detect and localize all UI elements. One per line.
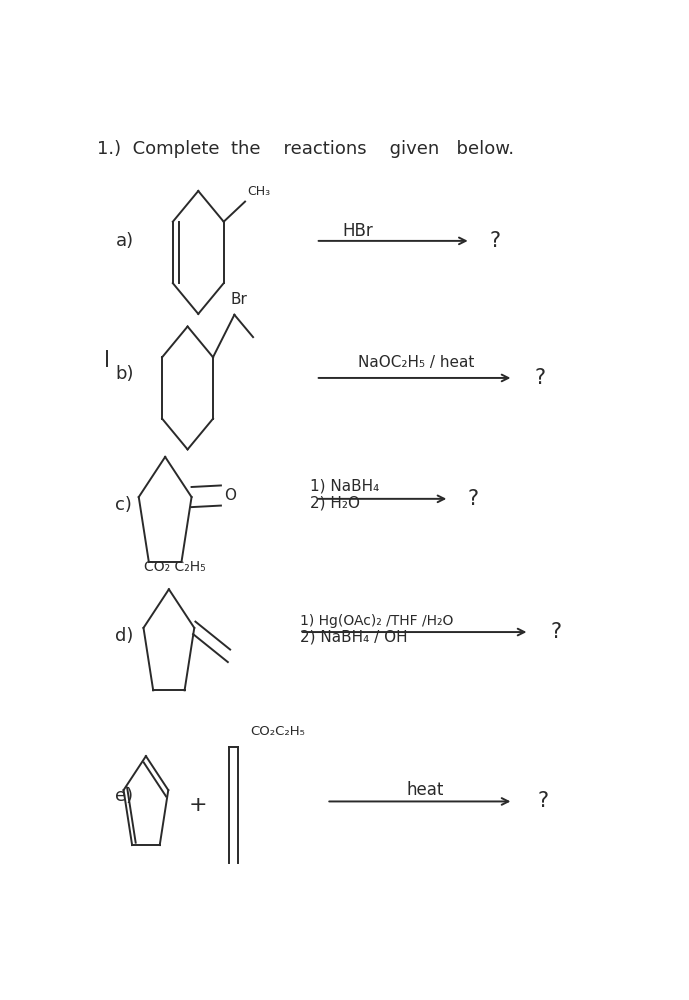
Text: d): d) bbox=[116, 627, 134, 645]
Text: b): b) bbox=[116, 365, 134, 383]
Text: ?: ? bbox=[468, 489, 479, 509]
Text: ?: ? bbox=[535, 368, 546, 388]
Text: CH₃: CH₃ bbox=[248, 185, 271, 198]
Text: 1) NaBH₄: 1) NaBH₄ bbox=[310, 478, 380, 493]
Text: c): c) bbox=[116, 496, 132, 514]
Text: CO₂ C₂H₅: CO₂ C₂H₅ bbox=[144, 560, 205, 574]
Text: O: O bbox=[224, 488, 236, 503]
Text: e): e) bbox=[116, 787, 134, 805]
Text: Br: Br bbox=[230, 292, 247, 307]
Text: ?: ? bbox=[489, 231, 500, 251]
Text: heat: heat bbox=[407, 781, 444, 799]
Text: NaOC₂H₅ / heat: NaOC₂H₅ / heat bbox=[358, 355, 475, 370]
Text: ?: ? bbox=[551, 622, 562, 642]
Text: 2) H₂O: 2) H₂O bbox=[310, 495, 360, 510]
Text: 2) NaBH₄ / OH: 2) NaBH₄ / OH bbox=[300, 630, 407, 645]
Text: 1.)  Complete  the    reactions    given   below.: 1.) Complete the reactions given below. bbox=[96, 140, 514, 158]
Text: HBr: HBr bbox=[342, 222, 373, 240]
Text: CO₂C₂H₅: CO₂C₂H₅ bbox=[251, 725, 305, 738]
Text: +: + bbox=[189, 795, 207, 815]
Text: 1) Hg(OAc)₂ /THF /H₂O: 1) Hg(OAc)₂ /THF /H₂O bbox=[300, 613, 453, 628]
Text: ?: ? bbox=[537, 791, 548, 811]
Text: a): a) bbox=[116, 232, 134, 250]
